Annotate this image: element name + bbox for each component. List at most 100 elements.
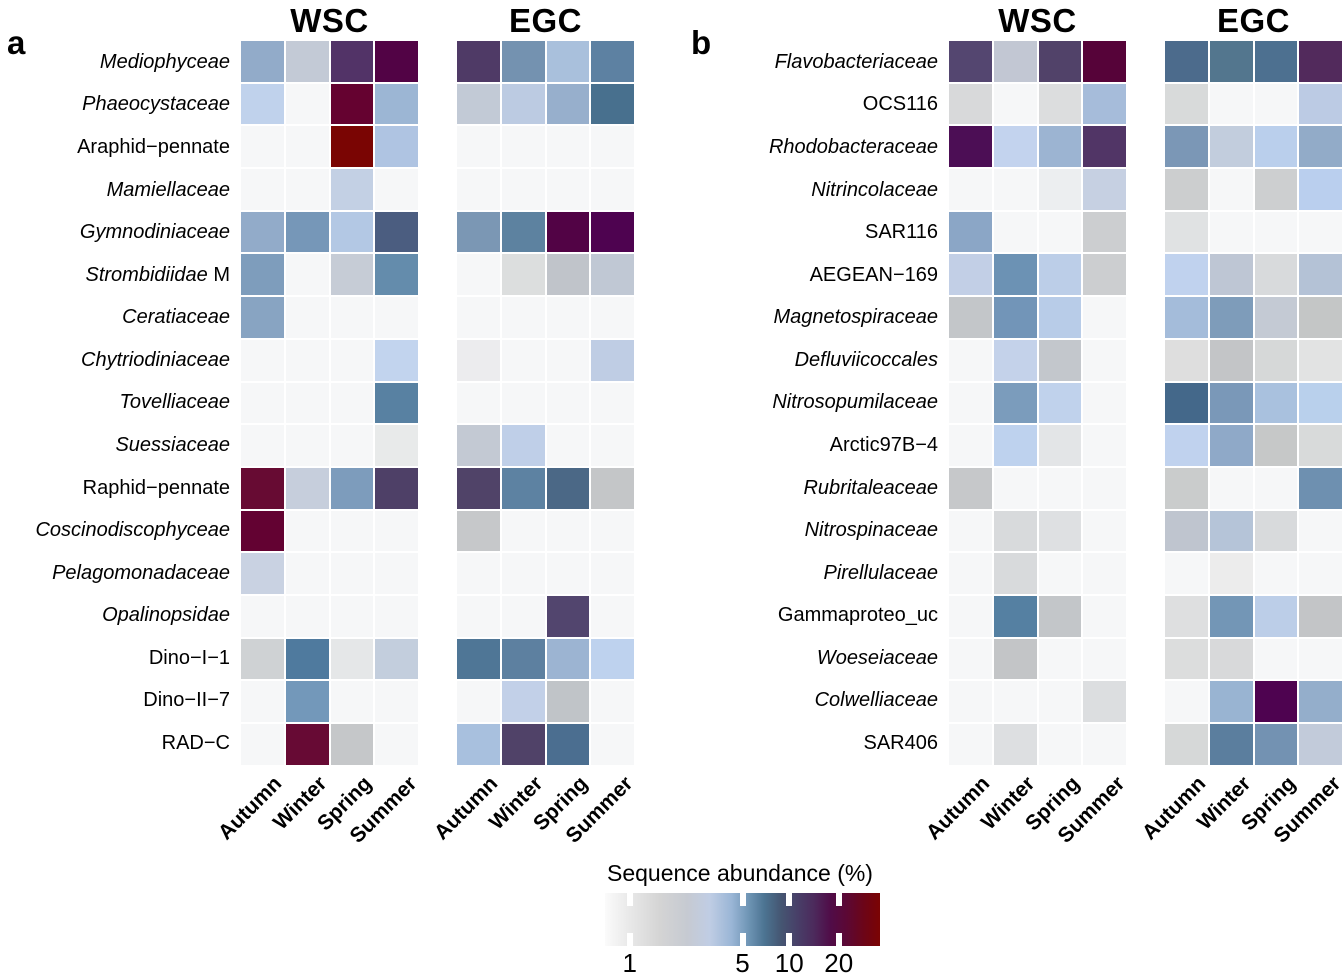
heatmap-cell <box>993 681 1037 722</box>
heatmap-cell <box>375 126 418 168</box>
heatmap-cell <box>1254 553 1298 594</box>
heatmap-cell <box>1254 425 1298 466</box>
heatmap-cell <box>949 254 992 296</box>
heatmap-cell <box>1083 510 1126 552</box>
heatmap-b-egc <box>1165 41 1342 765</box>
heatmap-cell <box>285 339 329 381</box>
heatmap-cell <box>1083 126 1126 168</box>
row-label: Nitrincolaceae <box>811 178 938 201</box>
row-label: Ceratiaceae <box>122 306 230 329</box>
heatmap-cell <box>1254 510 1298 552</box>
heatmap-cell <box>241 467 284 509</box>
heatmap-cell <box>501 467 545 509</box>
heatmap-cell <box>1254 638 1298 680</box>
heatmap-cell <box>501 297 545 338</box>
heatmap-cell <box>949 169 992 210</box>
legend-colorbar <box>605 893 880 946</box>
row-label: Colwelliaceae <box>814 689 938 712</box>
heatmap-cell <box>501 681 545 722</box>
heatmap-cell <box>241 681 284 722</box>
heatmap-cell <box>375 254 418 296</box>
heatmap-cell <box>285 510 329 552</box>
heatmap-cell <box>1165 41 1208 82</box>
heatmap-cell <box>501 169 545 210</box>
heatmap-cell <box>546 724 590 765</box>
heatmap-cell <box>1299 553 1342 594</box>
heatmap-cell <box>375 510 418 552</box>
heatmap-cell <box>1209 724 1253 765</box>
heatmap-cell <box>375 467 418 509</box>
heatmap-cell <box>285 638 329 680</box>
heatmap-cell <box>1165 169 1208 210</box>
heatmap-cell <box>375 169 418 210</box>
row-label: SAR116 <box>864 221 938 244</box>
legend-tick-notch <box>739 933 746 946</box>
group-title-a-egc: EGC <box>508 2 582 39</box>
heatmap-cell <box>546 510 590 552</box>
row-label: RAD−C <box>161 732 230 755</box>
row-label: Dino−I−1 <box>148 646 230 669</box>
row-label: Gammaproteo_uc <box>777 604 938 627</box>
heatmap-cell <box>1299 169 1342 210</box>
row-label: Phaeocystaceae <box>82 93 230 116</box>
heatmap-cell <box>1083 553 1126 594</box>
row-label: Nitrosopumilaceae <box>772 391 938 414</box>
heatmap-cell <box>285 126 329 168</box>
heatmap-cell <box>457 681 500 722</box>
heatmap-cell <box>1165 339 1208 381</box>
heatmap-cell <box>501 41 545 82</box>
heatmap-cell <box>1209 169 1253 210</box>
legend-tick-notch <box>835 893 842 906</box>
heatmap-cell <box>1165 467 1208 509</box>
heatmap-cell <box>285 724 329 765</box>
row-label: Nitrospinaceae <box>804 519 938 542</box>
heatmap-cell <box>1299 41 1342 82</box>
row-label: Strombidiidae M <box>85 263 230 286</box>
heatmap-cell <box>1083 339 1126 381</box>
heatmap-cell <box>1083 211 1126 253</box>
heatmap-cell <box>1038 595 1082 637</box>
heatmap-cell <box>1038 169 1082 210</box>
heatmap-cell <box>1165 211 1208 253</box>
heatmap-cell <box>457 638 500 680</box>
heatmap-cell <box>375 83 418 125</box>
heatmap-cell <box>591 724 634 765</box>
heatmap-cell <box>241 425 284 466</box>
heatmap-cell <box>1254 595 1298 637</box>
heatmap-cell <box>330 297 374 338</box>
heatmap-cell <box>1209 126 1253 168</box>
legend-tick-notch <box>626 933 633 946</box>
row-label: Arctic97B−4 <box>829 433 938 456</box>
heatmap-cell <box>1209 553 1253 594</box>
heatmap-cell <box>993 595 1037 637</box>
heatmap-cell <box>1299 254 1342 296</box>
heatmap-cell <box>1209 595 1253 637</box>
heatmap-cell <box>457 297 500 338</box>
heatmap-cell <box>285 553 329 594</box>
heatmap-cell <box>591 510 634 552</box>
heatmap-cell <box>949 638 992 680</box>
heatmap-cell <box>330 382 374 424</box>
heatmap-cell <box>993 425 1037 466</box>
heatmap-cell <box>1165 126 1208 168</box>
heatmap-cell <box>993 126 1037 168</box>
heatmap-cell <box>501 595 545 637</box>
heatmap-cell <box>949 211 992 253</box>
heatmap-cell <box>1038 382 1082 424</box>
legend-tick-notch <box>786 933 793 946</box>
heatmap-cell <box>546 425 590 466</box>
heatmap-cell <box>546 297 590 338</box>
heatmap-cell <box>591 467 634 509</box>
heatmap-cell <box>546 41 590 82</box>
heatmap-cell <box>501 126 545 168</box>
heatmap-cell <box>501 382 545 424</box>
heatmap-cell <box>1254 254 1298 296</box>
heatmap-cell <box>501 510 545 552</box>
heatmap-cell <box>501 83 545 125</box>
heatmap-cell <box>330 211 374 253</box>
heatmap-cell <box>330 254 374 296</box>
heatmap-cell <box>1299 425 1342 466</box>
heatmap-cell <box>1083 681 1126 722</box>
heatmap-cell <box>1083 169 1126 210</box>
heatmap-cell <box>949 126 992 168</box>
